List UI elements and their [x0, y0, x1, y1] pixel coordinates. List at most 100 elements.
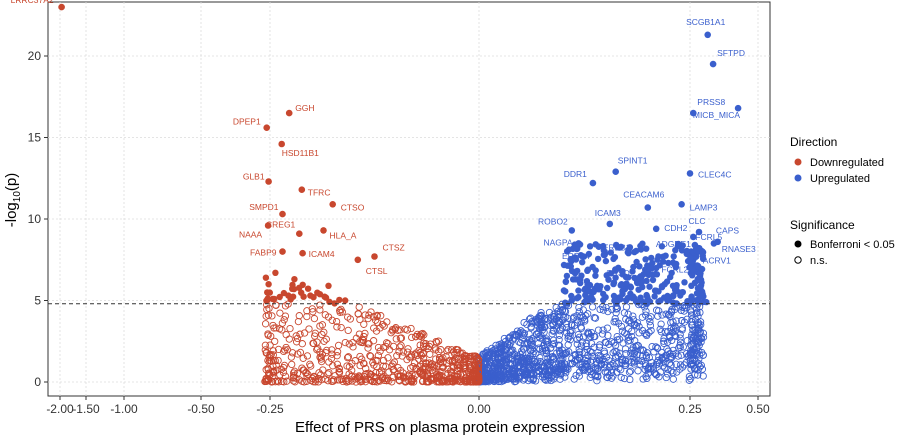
- ns-point: [433, 377, 442, 385]
- ns-point: [672, 317, 680, 325]
- ns-point: [558, 346, 567, 354]
- ns-point: [564, 341, 572, 349]
- significant-point: [342, 297, 349, 304]
- ns-point: [416, 341, 424, 349]
- ns-point: [335, 369, 344, 377]
- ns-point: [658, 348, 666, 357]
- ns-point: [652, 361, 661, 369]
- ns-point: [443, 347, 451, 355]
- labeled-point: [690, 233, 697, 241]
- ns-point: [573, 312, 581, 320]
- significant-point: [635, 286, 642, 293]
- significant-point: [572, 256, 580, 263]
- ns-point: [306, 360, 314, 368]
- ns-point: [516, 350, 524, 359]
- significant-point: [272, 269, 279, 276]
- labeled-point: [589, 179, 597, 187]
- ns-point: [676, 334, 684, 342]
- ns-point: [361, 378, 370, 386]
- significant-point: [649, 259, 656, 267]
- ns-point: [437, 371, 445, 380]
- significant-point: [686, 264, 693, 271]
- significant-point: [573, 295, 581, 302]
- significant-point: [562, 278, 569, 286]
- ns-point: [607, 361, 615, 369]
- ns-point: [373, 312, 381, 320]
- ns-point: [500, 341, 509, 350]
- ns-point: [575, 350, 583, 359]
- ns-point: [264, 330, 272, 338]
- significant-point: [572, 276, 579, 283]
- ns-point: [321, 311, 329, 319]
- point-label: ROBO2: [538, 216, 568, 226]
- ns-point: [535, 332, 543, 341]
- ns-point: [631, 347, 640, 355]
- significant-point: [586, 281, 594, 289]
- significant-point: [684, 298, 691, 305]
- ns-point: [558, 307, 566, 315]
- significant-point: [564, 262, 571, 269]
- ns-point: [600, 349, 609, 357]
- ns-point: [652, 370, 660, 379]
- ns-point: [685, 376, 693, 384]
- ns-point: [355, 303, 363, 311]
- significant-point: [623, 280, 630, 287]
- significant-point: [298, 289, 305, 296]
- ns-point: [467, 358, 475, 366]
- ns-point: [507, 347, 515, 356]
- ns-point: [366, 352, 374, 360]
- ns-point: [389, 373, 397, 382]
- ns-point: [268, 312, 276, 320]
- ns-point: [432, 355, 440, 363]
- ns-point: [279, 368, 288, 377]
- ns-point: [485, 376, 494, 384]
- ns-point: [359, 359, 368, 367]
- ns-point: [582, 342, 590, 350]
- ns-point: [552, 303, 560, 312]
- ns-point: [424, 344, 432, 353]
- significant-point: [673, 282, 680, 289]
- ns-point: [626, 375, 634, 384]
- ns-point: [361, 329, 369, 338]
- ns-point: [376, 347, 384, 355]
- ns-point: [276, 371, 284, 379]
- ns-point: [265, 369, 273, 377]
- labeled-point: [278, 140, 286, 148]
- y-axis-ticks: 0 5 10 15 20: [28, 49, 48, 389]
- ns-point: [490, 371, 498, 379]
- significant-point: [660, 258, 667, 265]
- ns-point: [308, 305, 316, 313]
- ns-point: [329, 362, 337, 370]
- significant-point: [336, 296, 343, 304]
- point-label: SFTPD: [717, 48, 745, 58]
- point-label: DDR1: [564, 169, 587, 179]
- point-label: CDH2: [664, 223, 687, 233]
- ns-point: [686, 306, 694, 314]
- ns-point: [571, 351, 579, 359]
- ns-point: [691, 365, 699, 373]
- ns-point: [627, 332, 636, 341]
- ns-point: [527, 324, 535, 332]
- ns-point: [410, 359, 419, 367]
- ns-point: [299, 354, 307, 362]
- ns-point: [594, 326, 603, 334]
- x-tick-label: -0.25: [256, 402, 284, 416]
- ns-point: [505, 364, 513, 373]
- ns-point: [678, 303, 687, 311]
- ns-point: [661, 328, 669, 336]
- ns-point: [642, 307, 650, 315]
- significant-point: [271, 295, 278, 303]
- significant-point: [619, 290, 626, 298]
- ns-point: [412, 364, 420, 372]
- legend-downregulated-swatch: [794, 158, 802, 166]
- ns-point: [539, 347, 547, 355]
- ns-point: [442, 352, 450, 361]
- ns-point: [693, 336, 701, 345]
- ns-point: [401, 325, 409, 333]
- ns-point: [642, 311, 650, 319]
- labeled-point: [678, 201, 685, 208]
- point-label: CREG1: [266, 220, 296, 230]
- significant-point: [262, 274, 270, 281]
- labeled-point: [279, 210, 286, 218]
- ns-point: [300, 329, 309, 337]
